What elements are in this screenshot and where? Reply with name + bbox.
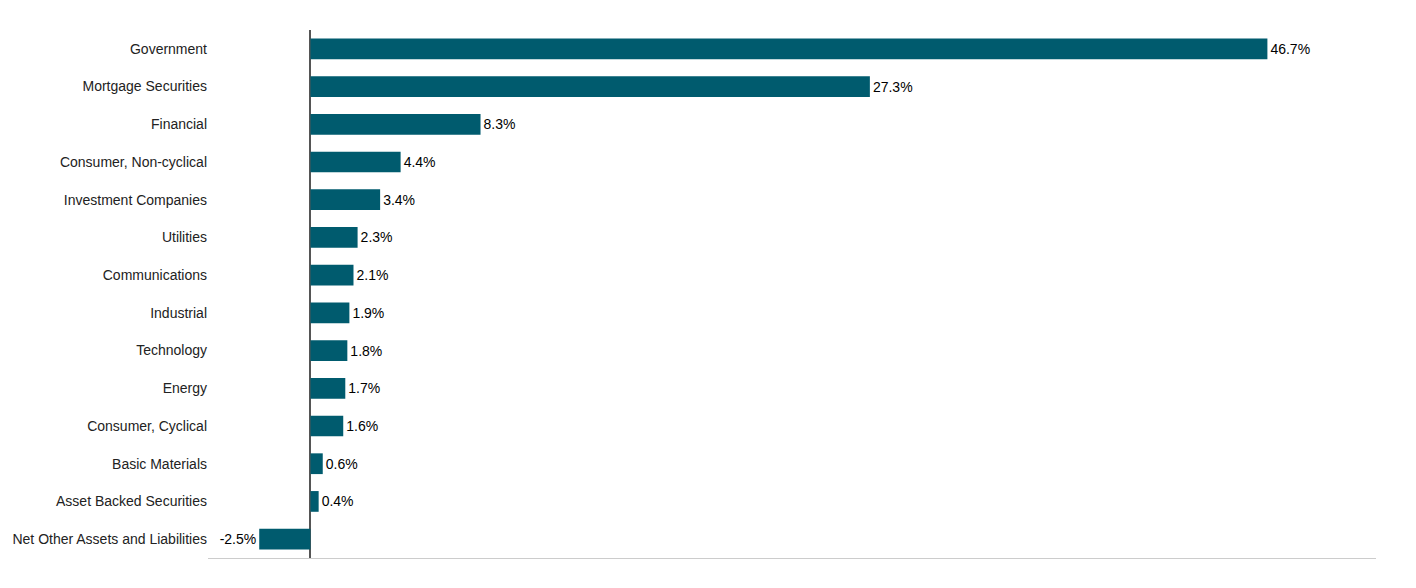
svg-text:27.3%: 27.3%	[873, 79, 913, 95]
svg-text:3.4%: 3.4%	[383, 192, 415, 208]
svg-text:8.3%: 8.3%	[484, 116, 516, 132]
svg-text:46.7%: 46.7%	[1270, 41, 1310, 57]
svg-text:2.3%: 2.3%	[361, 229, 393, 245]
svg-text:1.7%: 1.7%	[348, 380, 380, 396]
svg-text:Technology: Technology	[136, 342, 207, 358]
svg-text:1.9%: 1.9%	[352, 305, 384, 321]
svg-text:Communications: Communications	[103, 267, 207, 283]
svg-text:Consumer, Cyclical: Consumer, Cyclical	[87, 418, 207, 434]
svg-text:Industrial: Industrial	[150, 305, 207, 321]
svg-text:4.4%: 4.4%	[404, 154, 436, 170]
svg-text:Investment Companies: Investment Companies	[64, 192, 207, 208]
svg-text:Utilities: Utilities	[162, 229, 207, 245]
svg-text:Consumer, Non-cyclical: Consumer, Non-cyclical	[60, 154, 207, 170]
svg-text:Basic Materials: Basic Materials	[112, 456, 207, 472]
svg-text:Net Other Assets and Liabiliti: Net Other Assets and Liabilities	[12, 531, 207, 547]
svg-text:0.6%: 0.6%	[326, 456, 358, 472]
svg-text:1.6%: 1.6%	[346, 418, 378, 434]
svg-text:0.4%: 0.4%	[322, 493, 354, 509]
svg-text:2.1%: 2.1%	[356, 267, 388, 283]
svg-text:Government: Government	[130, 41, 207, 57]
svg-text:-2.5%: -2.5%	[220, 531, 257, 547]
svg-text:Mortgage Securities: Mortgage Securities	[82, 78, 207, 94]
svg-text:1.8%: 1.8%	[350, 343, 382, 359]
svg-text:Energy: Energy	[163, 380, 207, 396]
svg-text:Asset Backed Securities: Asset Backed Securities	[56, 493, 207, 509]
svg-text:Financial: Financial	[151, 116, 207, 132]
